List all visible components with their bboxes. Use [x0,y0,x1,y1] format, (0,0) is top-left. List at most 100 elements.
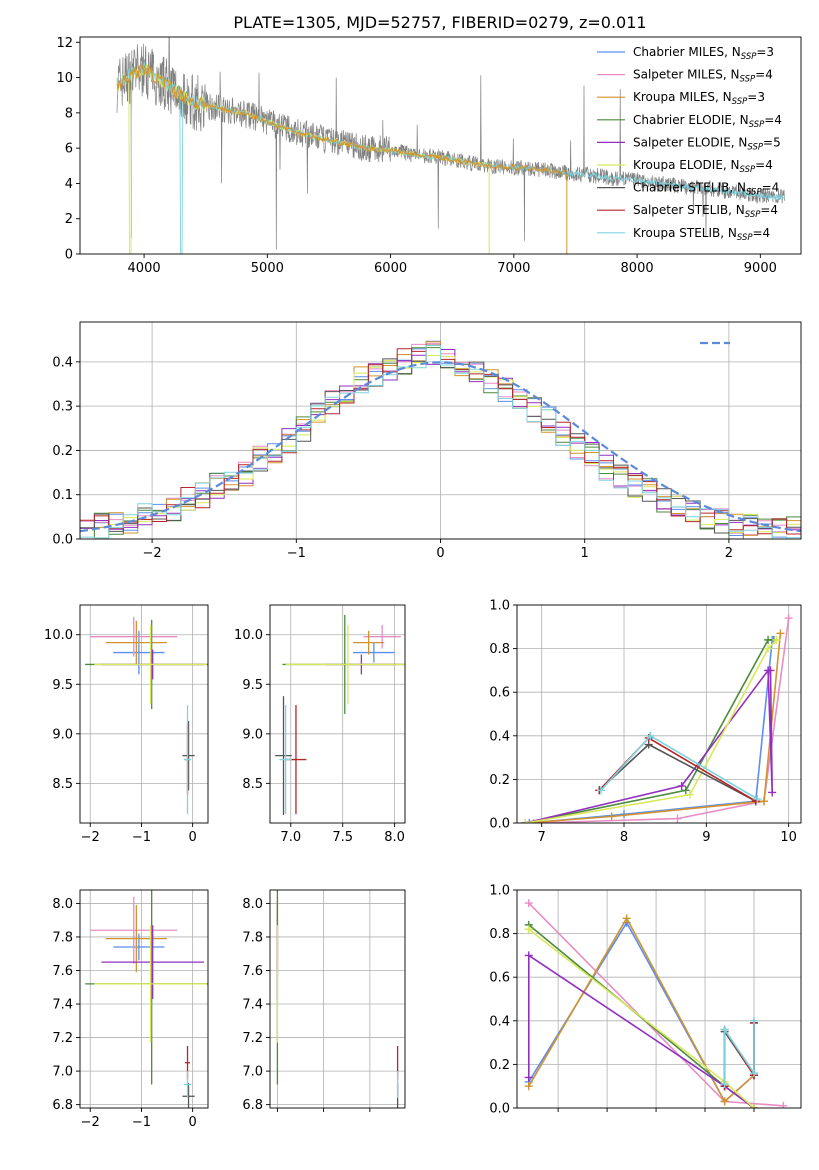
mass-weight-line [525,639,777,823]
x-tick-label: −2 [81,830,100,845]
y-tick-label: 1.0 [489,884,510,899]
legend-label-sub: SSP [741,52,757,62]
y-tick-label: 0.8 [489,642,510,657]
axes-frame [79,889,209,1109]
legend-label-tail: =3 [747,90,765,104]
y-tick-label: 7.8 [52,930,73,945]
plot-area [85,890,208,1108]
legend-label-tail: =4 [755,68,773,82]
mass-weight-marker [646,731,655,740]
legend-label-sub: SSP [737,233,753,243]
y-tick-label: 6 [65,142,73,157]
mass-weight-line [723,1020,755,1084]
legend-label-sub: SSP [740,75,756,85]
mass-weight-line [723,1023,755,1087]
mass-weight-marker [524,925,533,934]
y-tick-label: 8 [65,106,73,121]
x-tick-label: 8 [620,830,628,845]
mass-weight-marker [521,819,530,823]
mass-weight-marker [720,1080,729,1089]
y-tick-label: 1.0 [489,599,510,614]
legend-label-main: Chabrier MILES, N [633,45,741,59]
x-tick-label: −2 [143,546,162,561]
mass-weight-line [529,639,773,823]
y-tick-label: 7.2 [52,1031,73,1046]
error-bar-point [363,624,401,649]
y-tick-label: 0.1 [52,488,73,503]
legend-label-main: Salpeter STELIB, N [633,203,745,217]
x-tick-label: −2 [81,1115,100,1130]
mass-weight-marker [749,1104,758,1108]
legend-label: Chabrier ELODIE, NSSP=4 [633,113,782,130]
panel-mass-vs-Z: −2 −1 0 6.8 7.0 7.2 7.4 7.6 7.8 8.0 [52,889,209,1130]
x-tick-label: 7.0 [280,830,301,845]
mass-weight-marker [673,814,682,823]
y-tick-label: 8.5 [52,777,73,792]
axes-frame [516,889,802,1109]
legend-label-sub: SSP [747,142,763,152]
legend-label-sub: SSP [746,188,762,198]
residual-histogram-step [80,344,801,534]
legend-label-tail: =4 [753,226,771,240]
mass-weight-marker [681,786,690,795]
mass-weight-marker [622,914,631,923]
mass-weight-marker [525,819,534,823]
y-tick-label: 2 [65,212,73,227]
legend-label-tail: =4 [755,158,773,172]
model-spectrum-line [116,62,786,254]
observed-spectrum-line [116,37,786,250]
y-tick-label: 7.0 [242,1065,263,1080]
mass-weight-marker [779,1101,788,1108]
legend-label: Salpeter STELIB, NSSP=4 [633,203,778,220]
legend-label-main: Kroupa STELIB, N [633,226,737,240]
plot-area [521,614,793,823]
panel-age-vs-Z: −2 −1 0 8.5 9.0 9.5 10.0 [44,604,209,845]
plot-area [276,890,399,1108]
error-bar-point [279,705,292,815]
y-tick-label: 0.0 [489,1102,510,1117]
mass-weight-marker [759,797,768,806]
y-tick-label: 9.0 [242,727,263,742]
residual-histogram-step [80,344,801,539]
mass-weight-line [528,953,755,1108]
legend-label: Kroupa MILES, NSSP=3 [633,90,765,107]
panel-age-vs-mass: 7.0 7.5 8.0 8.5 9.0 9.5 10.0 [234,604,406,845]
legend-label-main: Kroupa MILES, N [633,90,732,104]
y-tick-label: 9.5 [242,678,263,693]
plot-area [116,37,786,254]
panel-weight-vs-age: 7 8 9 10 0.0 0.2 0.4 0.6 0.8 1.0 [489,599,802,845]
error-bar-point [105,620,168,665]
figure-title: PLATE=1305, MJD=52757, FIBERID=0279, z=0… [233,13,646,32]
panel-residuals: −2 −1 0 1 2 0.0 0.1 0.2 0.3 0.4 [52,321,802,561]
mass-weight-line [533,617,790,823]
legend-label: Salpeter MILES, NSSP=4 [633,68,773,85]
x-tick-label: −1 [287,546,306,561]
mass-weight-marker [677,781,686,790]
x-tick-label: 8000 [621,261,654,276]
error-bar-point [94,925,207,1043]
y-tick-label: 0.4 [52,355,73,370]
y-tick-label: 0.8 [489,927,510,942]
mass-weight-marker [776,629,785,638]
error-bar-point [183,705,192,815]
y-tick-label: 9.5 [52,678,73,693]
y-tick-label: 0.0 [489,817,510,832]
mass-weight-marker [720,1025,729,1034]
y-tick-label: 0.3 [52,400,73,415]
mass-weight-line [525,639,774,823]
axes-frame [79,321,802,540]
mass-weight-line [528,921,755,1103]
mass-weight-marker [524,899,533,908]
x-tick-label: 9 [702,830,710,845]
error-bar-point [113,933,165,961]
x-tick-label: 1 [581,546,589,561]
legend-label-tail: =3 [756,45,774,59]
mass-weight-marker [720,1097,729,1106]
y-tick-label: 0.2 [52,444,73,459]
legend-label-tail: =4 [760,203,778,217]
y-tick-label: 7.4 [242,998,263,1013]
mass-weight-marker [749,1069,758,1078]
y-tick-label: 8.0 [242,897,263,912]
model-spectrum-line [116,64,567,177]
